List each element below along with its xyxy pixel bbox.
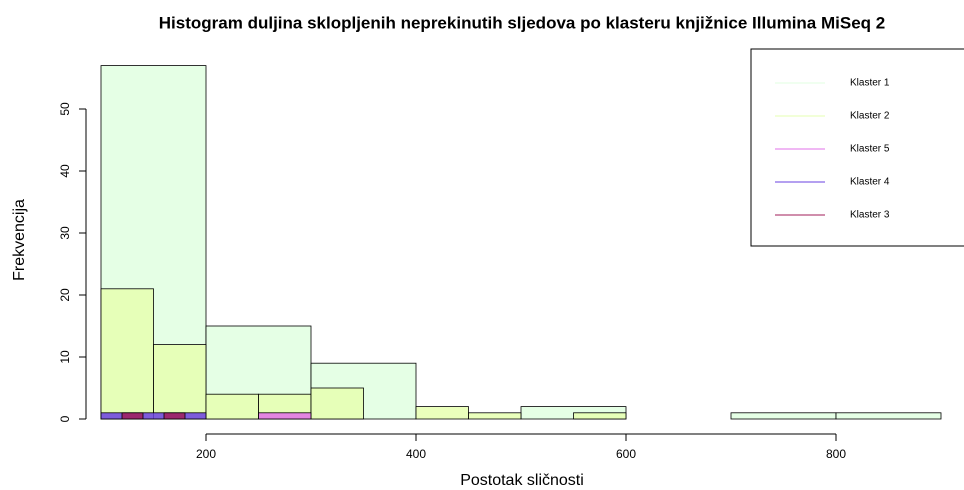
histogram-bar [100, 412, 207, 420]
histogram-bar [153, 344, 207, 420]
legend-box [750, 48, 964, 247]
y-tick-label: 40 [58, 164, 72, 178]
y-tick-label: 10 [58, 350, 72, 364]
x-tick-label: 600 [616, 447, 636, 461]
x-tick-label: 800 [826, 447, 846, 461]
histogram-bar [310, 387, 364, 420]
legend-label: Klaster 2 [850, 111, 890, 122]
y-tick-label: 50 [58, 102, 72, 116]
legend-label: Klaster 1 [850, 78, 890, 89]
legend-label: Klaster 3 [850, 210, 890, 221]
histogram-bar [100, 288, 154, 420]
histogram-bar [121, 412, 144, 420]
histogram-bar [730, 412, 837, 420]
histogram-bar [573, 412, 627, 420]
histogram-bar [415, 406, 469, 420]
histogram-bar [468, 412, 522, 420]
histogram-bar [258, 412, 312, 420]
histogram-bar [205, 393, 259, 420]
y-tick-label: 20 [58, 288, 72, 302]
legend-label: Klaster 4 [850, 177, 890, 188]
legend-label: Klaster 5 [850, 144, 890, 155]
x-tick-label: 400 [406, 447, 426, 461]
x-axis-label: Postotak sličnosti [460, 472, 584, 489]
chart-title: Histogram duljina sklopljenih neprekinut… [159, 13, 885, 32]
y-tick-label: 30 [58, 226, 72, 240]
x-tick-label: 200 [196, 447, 216, 461]
histogram-bar [163, 412, 186, 420]
y-axis-label: Frekvencija [11, 199, 28, 281]
histogram-bar [835, 412, 942, 420]
y-tick-label: 0 [58, 415, 72, 422]
